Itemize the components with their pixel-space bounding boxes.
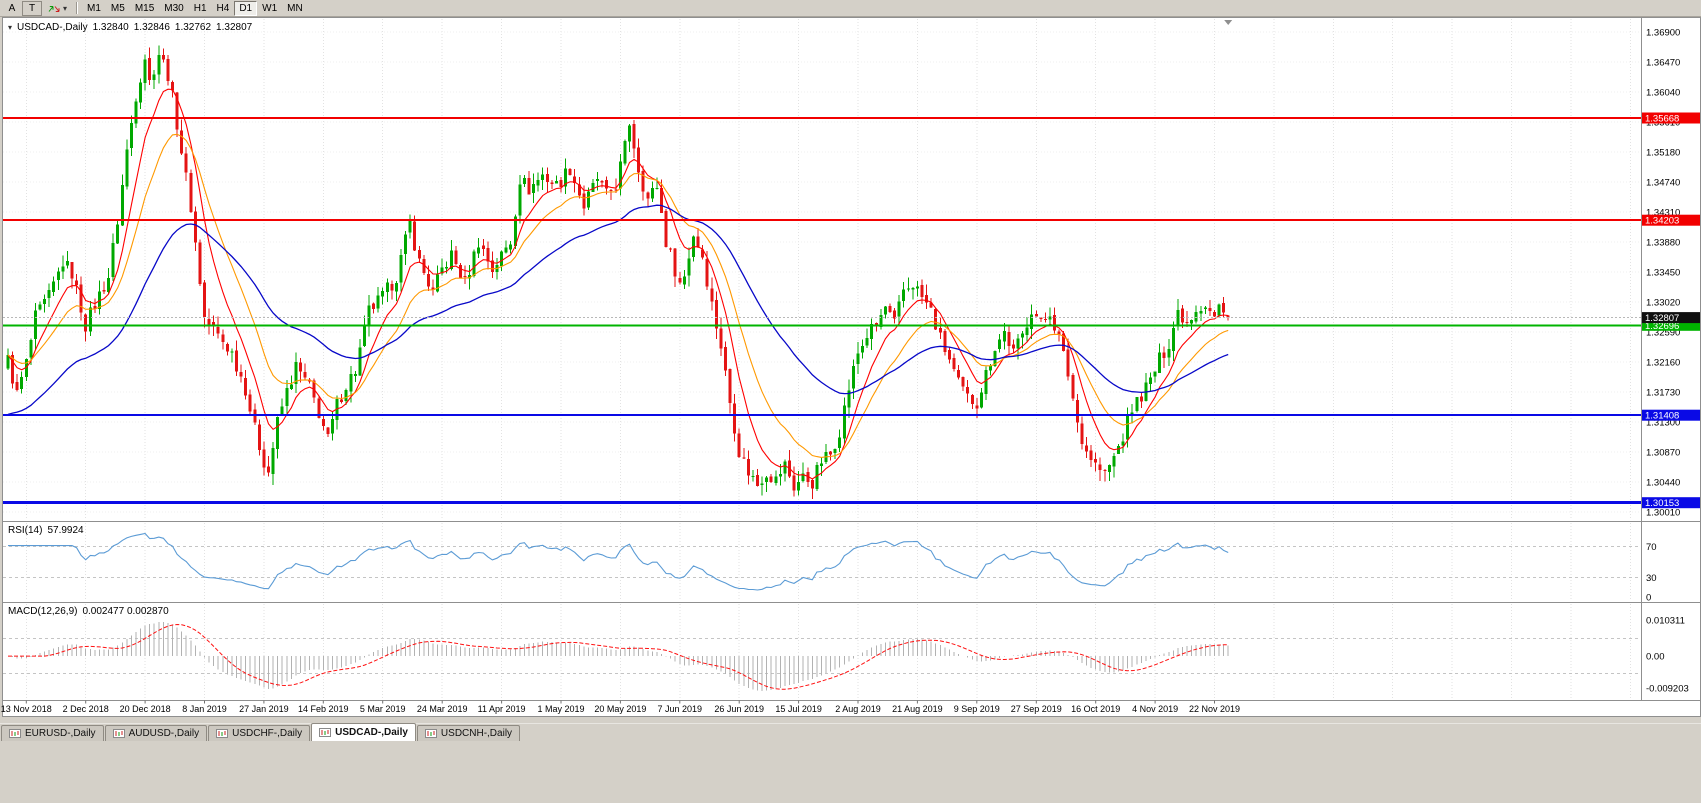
tab-usdcnh-daily[interactable]: USDCNH-,Daily [416,725,521,741]
price-line-label: 1.35668 [1642,112,1700,125]
chart-icon [9,729,21,738]
rsi-line [8,532,1229,591]
price-axis-label: 1.36040 [1646,88,1680,99]
rsi-axis-label: 70 [1646,542,1657,553]
timeframe-mn[interactable]: MN [287,2,303,14]
ma-fast-line[interactable] [7,88,1229,480]
chart-icon [112,729,125,738]
macd-signal-line [8,623,1229,690]
macd-axis-label: -0.009203 [1646,684,1689,695]
timeframe-m30[interactable]: M30 [164,2,184,14]
tab-audusd-daily[interactable]: AUDUSD-,Daily [104,725,208,741]
date-axis-label: 14 Feb 2019 [298,704,349,714]
caret-down-icon: ▾ [63,3,68,13]
date-axis-label: 20 Dec 2018 [120,704,171,714]
tab-usdcad-daily[interactable]: USDCAD-,Daily [311,723,416,741]
price-line-label: 1.32807 [1642,312,1700,324]
rsi-axis-label: 0 [1646,593,1651,604]
svg-text:1.30153: 1.30153 [1645,498,1679,509]
price-axis-label: 1.34310 [1646,208,1680,219]
date-axis-label: 2 Aug 2019 [835,704,881,714]
price-axis-label: 1.34740 [1646,178,1680,189]
date-axis-label: 16 Oct 2019 [1071,704,1120,714]
chart-window-bg [2,17,1701,717]
price-axis-label: 1.30870 [1646,448,1680,459]
timeframe-m15[interactable]: M15 [134,2,155,14]
price-axis-label: 1.33450 [1646,268,1680,279]
price-line-label: 1.34203 [1642,214,1700,227]
price-line-label: 1.30153 [1642,497,1700,509]
tab-label: EURUSD-,Daily [25,728,96,739]
chart-shift-marker [1224,20,1233,25]
macd-axis-label: 0.010311 [1646,616,1685,627]
price-line-label: 1.32696 [1642,319,1700,332]
date-axis-label: 26 Jun 2019 [714,704,764,714]
svg-text:1.34203: 1.34203 [1645,216,1679,227]
ma-mid-line[interactable] [7,133,1229,458]
tab-label: USDCAD-,Daily [335,727,408,738]
date-axis-label: 13 Nov 2018 [1,704,52,714]
tab-label: AUDUSD-,Daily [128,728,200,739]
date-axis-label: 22 Nov 2019 [1189,704,1240,714]
date-axis-label: 2 Dec 2018 [63,704,109,714]
price-axis-label: 1.33880 [1646,238,1680,249]
price-axis-label: 1.32160 [1646,358,1680,369]
price-axis-label: 1.32590 [1646,328,1680,339]
date-axis-label: 15 Jul 2019 [775,704,822,714]
trade-arrows-icon [48,5,60,12]
svg-text:1.32696: 1.32696 [1645,321,1679,332]
chart-canvas[interactable]: 1.369001.364701.360401.356101.351801.347… [0,17,1701,718]
trade-tool-button[interactable]: ▾ [42,1,72,16]
price-axis-label: 1.31730 [1646,388,1680,399]
price-axis-label: 1.30010 [1646,508,1680,519]
chart-tabbar: EURUSD-,Daily AUDUSD-,Daily USDCHF-,Daily U… [0,723,1701,741]
chart-icon [424,729,437,738]
svg-text:1.32807: 1.32807 [1645,313,1679,324]
date-axis-label: 21 Aug 2019 [892,704,943,714]
date-axis-label: 27 Sep 2019 [1011,704,1062,714]
price-axis-label: 1.33020 [1646,298,1680,309]
tab-eurusd-daily[interactable]: EURUSD-,Daily [1,725,104,741]
toolbar-button-a[interactable]: A [8,2,16,14]
rsi-axis-label: 30 [1646,573,1657,584]
price-axis-label: 1.35180 [1646,148,1680,159]
date-axis[interactable]: 13 Nov 2018 2 Dec 2018 20 Dec 2018 8 Jan 20… [1,700,1240,715]
toolbar-separator [76,2,79,14]
price-line-labels: 1.35668 1.34203 1.32696 1.31408 1.30153 1.328… [1642,112,1700,509]
svg-text:1.31408: 1.31408 [1645,411,1679,422]
date-axis-label: 8 Jan 2019 [182,704,227,714]
timeframe-w1[interactable]: W1 [262,2,278,14]
chart-icon [319,728,332,737]
price-axis-label: 1.36470 [1646,58,1680,69]
timeframe-h4[interactable]: H4 [216,2,230,14]
price-axis-label: 1.30440 [1646,478,1680,489]
timeframe-d1[interactable]: D1 [234,0,258,16]
date-axis-label: 24 Mar 2019 [417,704,468,714]
svg-text:1.35668: 1.35668 [1645,114,1679,125]
price-axis-label: 1.36900 [1646,28,1680,39]
price-line-label: 1.31408 [1642,409,1700,422]
date-axis-label: 4 Nov 2019 [1132,704,1178,714]
grid-vertical [25,19,1631,699]
tab-label: USDCNH-,Daily [440,728,513,739]
timeframe-m5[interactable]: M5 [110,2,125,14]
date-axis-label: 20 May 2019 [594,704,646,714]
main-toolbar: A T ▾ M1 M5 M15 M30 H1 H4 D1 W1 MN [0,0,1701,17]
tab-label: USDCHF-,Daily [232,728,303,739]
date-axis-label: 5 Mar 2019 [360,704,406,714]
horizontal-price-lines[interactable] [3,117,1641,505]
date-axis-label: 27 Jan 2019 [239,704,289,714]
date-axis-label: 1 May 2019 [537,704,584,714]
pane-dividers[interactable] [3,18,1700,701]
timeframe-m1[interactable]: M1 [87,2,101,14]
timeframe-h1[interactable]: H1 [193,2,207,14]
price-axis-label: 1.31300 [1646,418,1680,429]
chart-icon [216,729,229,738]
date-axis-label: 7 Jun 2019 [658,704,703,714]
date-axis-label: 11 Apr 2019 [478,704,526,714]
toolbar-button-t[interactable]: T [22,0,42,16]
tab-usdchf-daily[interactable]: USDCHF-,Daily [208,725,311,741]
macd-axis-label: 0.00 [1646,652,1665,663]
date-axis-label: 9 Sep 2019 [954,704,1000,714]
